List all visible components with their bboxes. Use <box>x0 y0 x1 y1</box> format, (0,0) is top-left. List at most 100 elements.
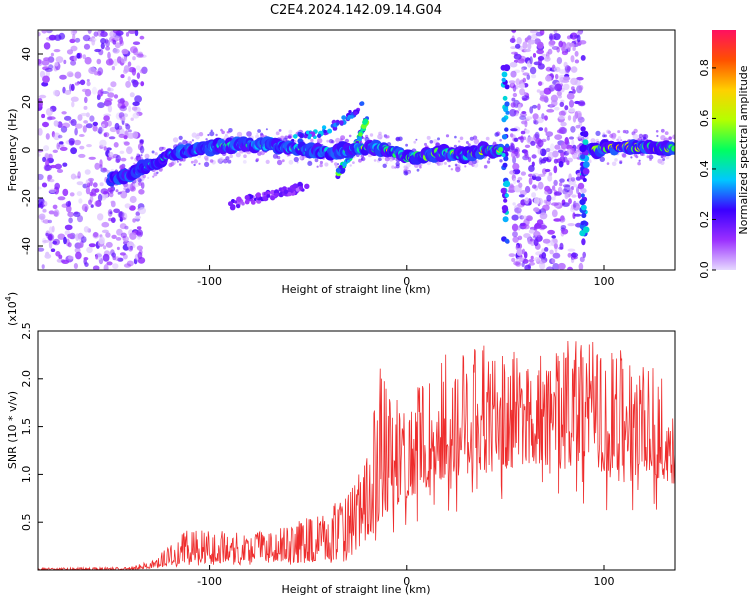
streak-dot <box>321 125 327 130</box>
noise-blob <box>48 210 55 215</box>
noise-blob <box>70 147 77 155</box>
noise-blob <box>88 243 96 248</box>
noise-blob <box>532 53 537 58</box>
noise-blob <box>139 69 145 74</box>
noise-blob <box>553 218 562 222</box>
noise-blob <box>38 247 45 252</box>
streak-dot <box>236 196 242 203</box>
haze-dot <box>284 135 289 140</box>
noise-blob <box>513 53 522 60</box>
noise-blob <box>78 153 86 158</box>
noise-blob <box>123 263 132 268</box>
noise-blob <box>570 55 575 63</box>
haze-dot <box>638 159 641 162</box>
haze-dot <box>328 139 334 144</box>
noise-blob <box>129 92 135 98</box>
haze-dot <box>656 134 659 138</box>
haze-dot <box>419 163 422 167</box>
streak-dot <box>270 189 275 195</box>
edge-dot <box>503 64 511 72</box>
noise-blob <box>568 107 576 113</box>
streak-dot <box>274 192 279 198</box>
haze-dot <box>672 134 675 140</box>
edge-dot <box>504 193 509 198</box>
haze-dot <box>265 159 270 164</box>
noise-blob <box>546 135 550 141</box>
noise-blob <box>108 151 114 158</box>
noise-blob <box>511 30 516 34</box>
noise-blob <box>537 147 542 155</box>
haze-dot <box>191 132 197 138</box>
noise-blob <box>42 75 50 84</box>
colorbar-tick-label: 0.6 <box>698 110 711 128</box>
noise-blob <box>541 113 545 120</box>
ridge-haze <box>109 128 675 195</box>
noise-blob <box>78 198 83 204</box>
noise-blob <box>560 152 565 158</box>
noise-blob <box>98 126 103 135</box>
noise-blob <box>42 121 49 128</box>
noise-blob <box>570 257 575 264</box>
haze-dot <box>324 162 329 167</box>
noise-blob <box>89 37 97 43</box>
noise-blob <box>64 90 72 95</box>
noise-blob <box>61 259 70 264</box>
haze-dot <box>385 162 388 165</box>
noise-blob <box>99 182 104 187</box>
snr-x-ticks: -100 0 100 <box>197 565 615 588</box>
haze-dot <box>115 158 120 164</box>
haze-dot <box>664 131 669 136</box>
noise-blob <box>576 136 584 140</box>
haze-dot <box>590 138 596 144</box>
noise-blob <box>103 245 107 250</box>
noise-blob <box>92 265 100 270</box>
noise-blob <box>67 211 75 218</box>
haze-dot <box>140 154 143 157</box>
haze-dot <box>334 162 338 166</box>
noise-blob <box>84 262 89 267</box>
noise-blob <box>38 58 42 65</box>
noise-blob <box>113 58 118 67</box>
noise-blob <box>105 58 114 66</box>
noise-blob <box>515 261 522 267</box>
noise-blob <box>109 211 113 215</box>
noise-blob <box>132 112 140 119</box>
spectrogram-y-label: Frequency (Hz) <box>6 109 19 192</box>
streak-dot <box>236 204 241 209</box>
haze-dot <box>648 154 654 160</box>
noise-blob <box>101 123 105 128</box>
haze-dot <box>464 165 467 168</box>
noise-blob <box>44 164 52 171</box>
haze-dot <box>298 156 303 160</box>
edge-dot <box>582 131 589 138</box>
edge-dot <box>580 126 586 132</box>
noise-blob <box>70 60 77 66</box>
noise-blob <box>553 30 558 34</box>
noise-blob <box>94 188 100 193</box>
haze-dot <box>622 130 627 134</box>
haze-dot <box>319 163 323 168</box>
haze-dot <box>151 150 155 154</box>
noise-blob <box>572 212 576 220</box>
noise-blob <box>119 105 127 112</box>
noise-blob <box>567 266 573 270</box>
snr-frame <box>37 330 676 571</box>
noise-blob <box>117 211 125 219</box>
haze-dot <box>197 154 202 159</box>
noise-blob <box>129 232 137 240</box>
noise-blob <box>553 179 558 186</box>
noise-blob <box>572 115 577 123</box>
noise-blob <box>136 234 141 240</box>
haze-dot <box>191 139 194 142</box>
noise-blob <box>86 144 92 148</box>
streak-dot <box>298 133 304 138</box>
noise-blob <box>86 81 91 87</box>
noise-blob <box>542 238 551 244</box>
haze-dot <box>307 161 313 166</box>
noise-blob <box>547 174 553 182</box>
noise-blob <box>517 176 523 181</box>
edge-dot <box>502 216 509 223</box>
edge-dot <box>503 198 508 203</box>
noise-blob <box>54 182 60 190</box>
